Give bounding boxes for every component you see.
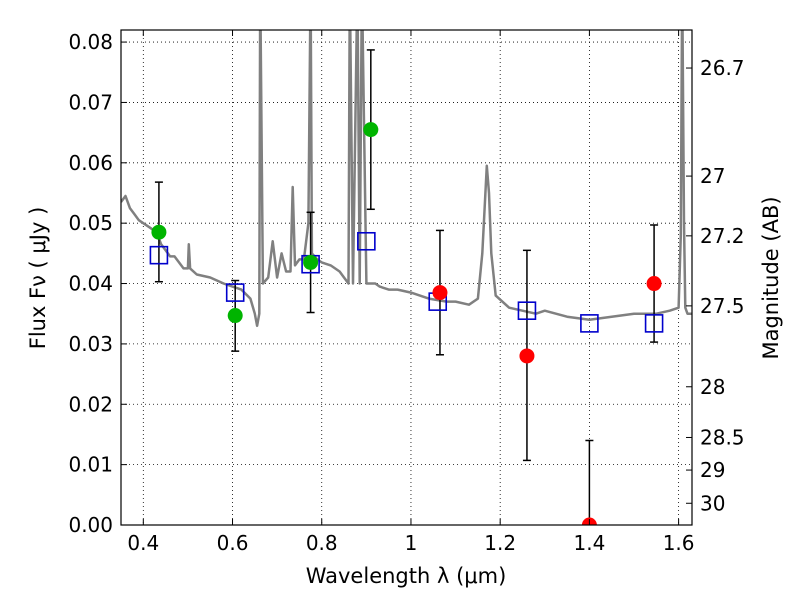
model-photometry-square [580, 314, 599, 333]
y-tick-label: 0.06 [68, 151, 113, 175]
x-tick-label: 0.6 [217, 531, 249, 555]
x-tick-label: 1.4 [573, 531, 605, 555]
y-tick-label: 0.08 [68, 30, 113, 54]
observed-optical-point [303, 254, 319, 270]
y2-tick-label: 28.5 [700, 425, 745, 449]
y-tick-label: 0.02 [68, 392, 113, 416]
x-tick-label: 1.6 [663, 531, 695, 555]
observed-nir-point [432, 285, 448, 301]
y-tick-label: 0.00 [68, 513, 113, 537]
y2-tick-label: 27 [700, 164, 725, 188]
observed-optical-point [227, 308, 243, 324]
y2-tick-label: 29 [700, 458, 725, 482]
y-tick-label: 0.07 [68, 90, 113, 114]
x-axis-title: Wavelength λ (μm) [306, 564, 507, 588]
y2-tick-label: 30 [700, 491, 725, 515]
x-tick-label: 0.8 [306, 531, 338, 555]
model-photometry-square [149, 245, 169, 265]
observed-optical-point [363, 122, 379, 138]
y-tick-label: 0.03 [68, 332, 113, 356]
model-photometry-square [225, 283, 245, 302]
y-tick-label: 0.04 [68, 272, 113, 296]
y2-tick-label: 28 [700, 375, 725, 399]
x-tick-label: 1.2 [484, 531, 516, 555]
y-tick-label: 0.05 [68, 211, 113, 235]
axis-ticks: 0.4 0.6 0.8 1 1.2 1.4 1.6 0.00 0.01 0.02 0.03 0.04 0… [68, 30, 745, 555]
y-tick-label: 0.01 [68, 453, 113, 477]
y-axis-title: Flux Fν ( μJy ) [26, 207, 50, 350]
y2-tick-label: 27.2 [700, 224, 745, 248]
model-photometry-square [644, 314, 664, 333]
x-tick-label: 0.4 [127, 531, 159, 555]
model-photometry-square [357, 231, 376, 251]
y2-tick-label: 27.5 [700, 294, 745, 318]
observed-optical-point [151, 224, 167, 240]
y2-axis-title: Magnitude (AB) [759, 196, 783, 359]
x-tick-label: 1 [405, 531, 418, 555]
observed-nir-point [519, 348, 535, 364]
observed-nir-point [646, 276, 662, 292]
model-photometry-square [517, 301, 537, 321]
photometry-layer [149, 49, 664, 525]
y2-tick-label: 26.7 [700, 56, 745, 80]
plot-frame [120, 29, 693, 526]
